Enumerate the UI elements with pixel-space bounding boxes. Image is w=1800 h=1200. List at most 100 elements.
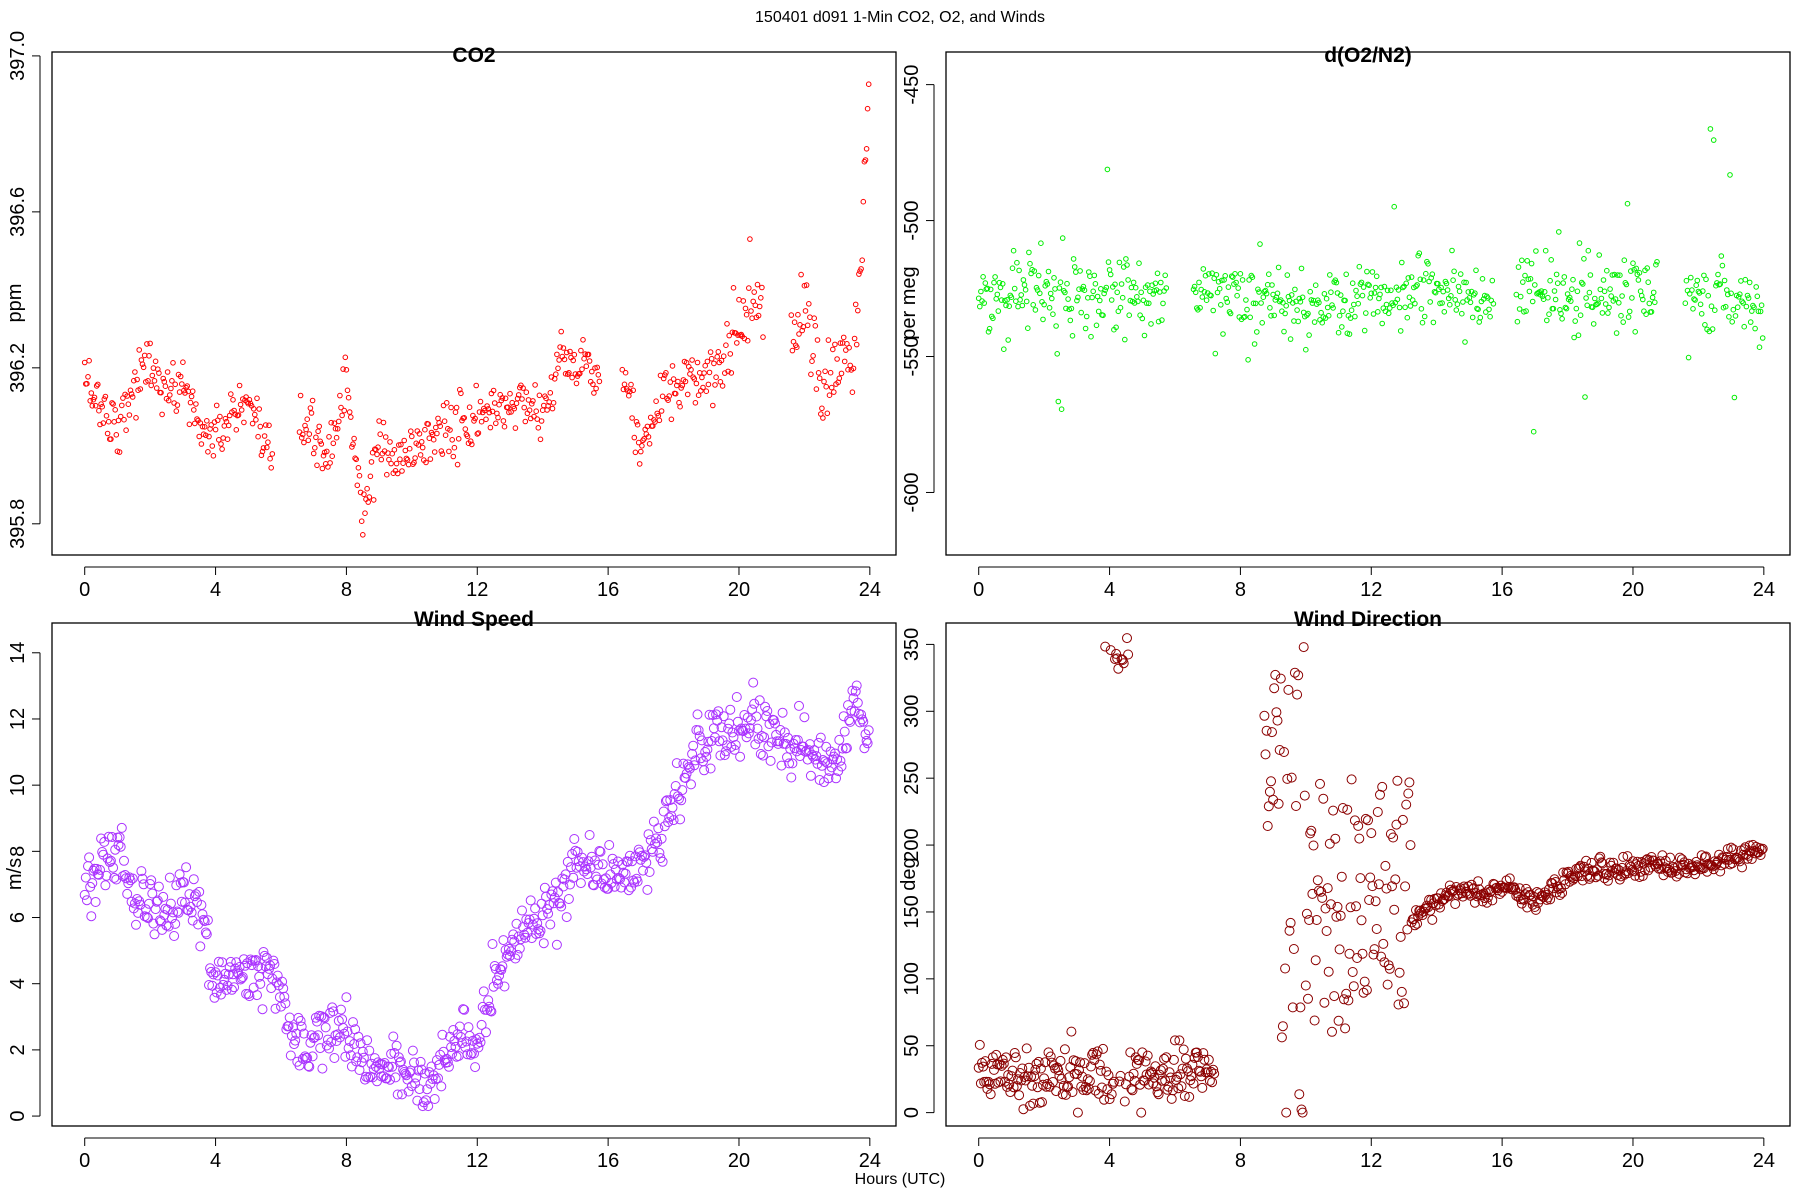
wspd-point <box>556 901 567 912</box>
o2n2-point <box>1573 305 1580 312</box>
co2-point <box>92 402 99 409</box>
wspd-point <box>422 1084 433 1095</box>
wspd-point <box>462 1049 473 1060</box>
wspd-point <box>759 732 770 743</box>
co2-point <box>368 459 375 465</box>
o2n2-point <box>1045 268 1052 275</box>
wdir-point <box>1001 1052 1011 1063</box>
o2n2-point <box>1755 308 1762 315</box>
o2n2-point <box>1437 300 1443 307</box>
co2-point <box>505 404 511 411</box>
o2n2-point <box>1731 394 1738 401</box>
wdir-point <box>1611 863 1622 874</box>
wspd-point <box>240 960 250 971</box>
wdir-point <box>1006 1071 1017 1082</box>
co2-point <box>257 423 264 430</box>
o2n2-point <box>1093 322 1100 329</box>
o2n2-point <box>1056 285 1063 291</box>
co2-point <box>525 397 532 403</box>
o2n2-point <box>1406 294 1413 301</box>
wdir-point <box>987 1052 998 1063</box>
co2-point <box>189 388 196 395</box>
wspd-point <box>858 716 869 727</box>
o2n2-point <box>1023 298 1030 305</box>
o2n2-point <box>1608 293 1614 299</box>
co2-point <box>583 363 590 370</box>
co2-point <box>448 404 454 411</box>
wdir-point <box>1372 807 1383 817</box>
o2n2-point <box>1210 307 1216 314</box>
wspd-point <box>756 731 767 741</box>
co2-point <box>455 436 462 442</box>
co2-point <box>815 370 822 376</box>
co2-point <box>639 443 645 449</box>
co2-x-tick-label: 0 <box>79 579 90 601</box>
wspd-point <box>845 716 856 727</box>
wspd-point <box>794 700 804 711</box>
o2n2-point <box>1577 312 1584 319</box>
co2-y-tick-label: 396.6 <box>7 187 29 237</box>
wspd-point <box>348 1017 358 1028</box>
co2-point <box>641 436 647 442</box>
co2-point <box>586 358 593 364</box>
o2n2-point <box>977 303 983 310</box>
co2-point <box>590 381 596 388</box>
o2n2-point <box>1082 325 1089 332</box>
wdir-point <box>1106 1089 1117 1100</box>
o2n2-point <box>1146 300 1152 307</box>
o2n2-point <box>1460 299 1466 305</box>
o2n2-point <box>1159 317 1165 323</box>
co2-point <box>117 413 124 420</box>
co2-point <box>167 392 173 398</box>
o2n2-point <box>1449 247 1455 254</box>
co2-point <box>187 399 194 406</box>
co2-point <box>437 423 444 430</box>
wspd-point <box>298 1028 309 1039</box>
co2-point <box>127 387 134 394</box>
wdir-point <box>1409 920 1420 931</box>
co2-point <box>553 371 559 378</box>
wdir-point <box>1286 772 1297 783</box>
wdir-point <box>1358 987 1369 998</box>
wspd-point <box>766 737 777 748</box>
wspd-point <box>295 1016 306 1026</box>
o2n2-point <box>1292 286 1298 293</box>
co2-point <box>512 425 519 431</box>
co2-point <box>485 406 492 412</box>
o2n2-point <box>1065 296 1071 302</box>
co2-point <box>401 437 408 444</box>
o2n2-point <box>1250 300 1257 307</box>
co2-point <box>109 400 115 406</box>
co2-point <box>260 445 267 451</box>
wdir-point <box>989 1064 999 1075</box>
o2n2-point <box>1123 256 1129 262</box>
wdir-point <box>1185 1075 1196 1086</box>
o2n2-point <box>1016 267 1022 274</box>
co2-point <box>252 411 258 418</box>
wdir-point <box>1371 924 1382 934</box>
o2n2-point <box>1378 284 1384 291</box>
o2n2-point <box>1208 292 1214 299</box>
wspd-point <box>107 832 117 842</box>
co2-point <box>521 404 528 411</box>
co2-point <box>752 302 759 309</box>
o2n2-point <box>1683 277 1690 284</box>
o2n2-point <box>1119 294 1126 301</box>
co2-x-tick-label: 4 <box>210 579 221 601</box>
co2-point <box>579 366 585 373</box>
wdir-point <box>1077 1071 1088 1082</box>
wspd-point <box>636 850 647 861</box>
co2-point <box>305 437 312 444</box>
co2-point <box>393 460 400 467</box>
co2-point <box>317 438 324 445</box>
co2-point <box>707 349 714 355</box>
wspd-point <box>96 833 107 844</box>
wspd-point <box>417 1101 428 1112</box>
o2n2-point <box>1635 277 1642 283</box>
wspd-point <box>256 963 267 974</box>
wspd-x-tick-label: 0 <box>79 1150 90 1172</box>
wspd-point <box>650 838 660 849</box>
wdir-point <box>1370 896 1381 907</box>
wdir-point <box>1538 892 1549 903</box>
